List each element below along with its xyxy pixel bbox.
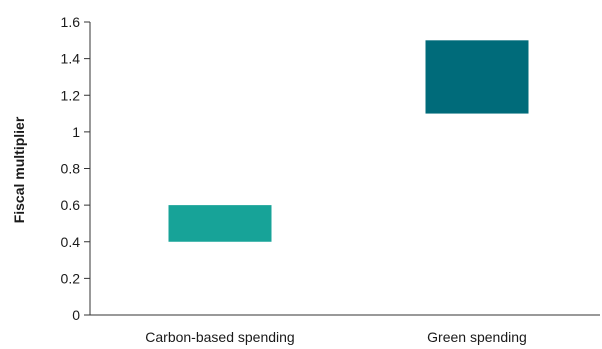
x-category-label: Green spending	[427, 329, 527, 345]
y-tick-label: 1.2	[61, 87, 81, 103]
x-category-label: Carbon-based spending	[145, 329, 294, 345]
y-tick-label: 1	[72, 124, 80, 140]
y-tick-label: 0.2	[61, 270, 81, 286]
bars	[168, 40, 529, 242]
range-bar	[425, 40, 529, 114]
y-tick-label: 0	[72, 307, 80, 323]
y-axis-title: Fiscal multiplier	[11, 116, 27, 223]
y-tick-label: 0.8	[61, 161, 81, 177]
range-bar	[168, 205, 272, 242]
y-tick-label: 1.6	[61, 14, 81, 30]
y-tick-label: 1.4	[61, 51, 81, 67]
y-axis-ticks: 0 0.2 0.4 0.6 0.8 1 1.2 1.4 1.6	[61, 14, 90, 323]
y-tick-label: 0.6	[61, 197, 81, 213]
x-axis-labels: Carbon-based spending Green spending	[145, 329, 527, 345]
y-tick-label: 0.4	[61, 234, 81, 250]
